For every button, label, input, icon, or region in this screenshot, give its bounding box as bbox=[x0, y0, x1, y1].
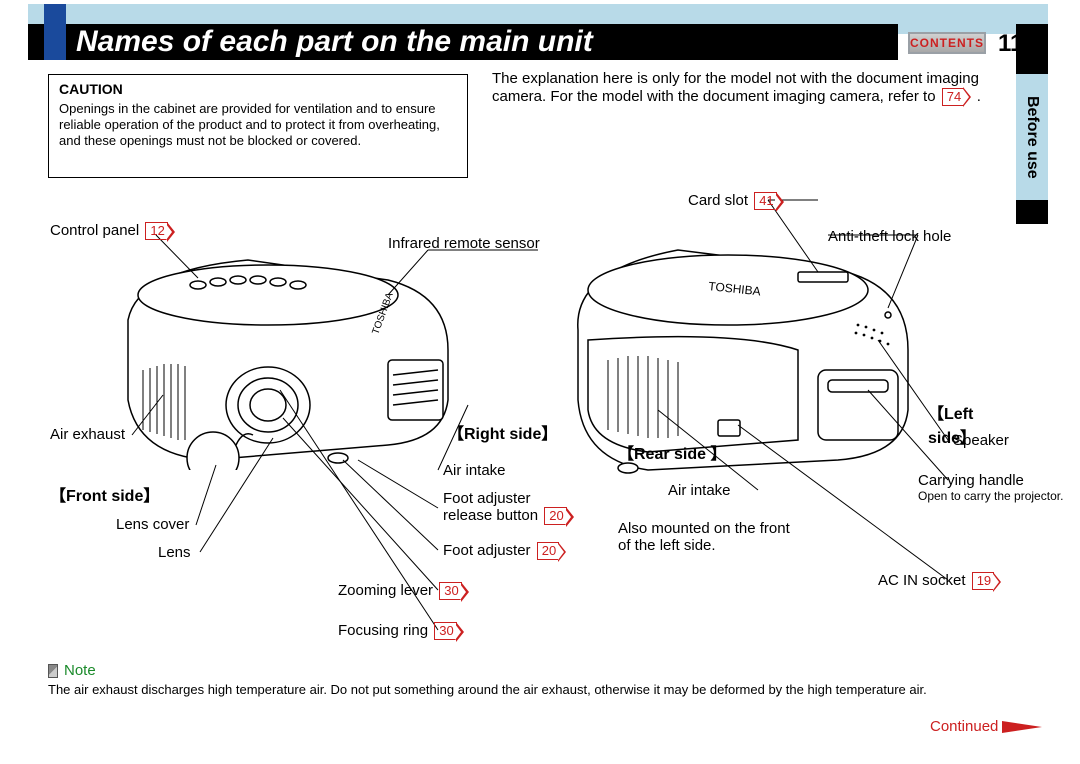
page-ref-30b[interactable]: 30 bbox=[434, 622, 456, 640]
label-foot-release: Foot adjuster release button 20 bbox=[443, 490, 567, 525]
caution-title: CAUTION bbox=[59, 81, 457, 99]
label-foot-adjuster: Foot adjuster 20 bbox=[443, 542, 559, 560]
label-anti-theft: Anti-theft lock hole bbox=[828, 228, 951, 245]
page-ref-30a[interactable]: 30 bbox=[439, 582, 461, 600]
label-card-slot: Card slot 41 bbox=[688, 192, 777, 210]
label-focusing: Focusing ring 30 bbox=[338, 622, 457, 640]
explanation-text: The explanation here is only for the mod… bbox=[492, 70, 992, 106]
page-ref-20b[interactable]: 20 bbox=[537, 542, 559, 560]
label-air-exhaust: Air exhaust bbox=[50, 426, 125, 443]
explain-b: . bbox=[977, 88, 981, 105]
label-lens: Lens bbox=[158, 544, 191, 561]
note-row: Note bbox=[48, 662, 96, 679]
label-air-intake-rear: Air intake bbox=[668, 482, 731, 499]
side-tab: Before use bbox=[1016, 74, 1048, 200]
section-front: 【Front side】 bbox=[50, 482, 159, 506]
section-rear: 【Rear side 】 bbox=[618, 440, 727, 464]
blue-corner-chip bbox=[44, 4, 66, 60]
label-control-panel: Control panel 12 bbox=[50, 222, 168, 240]
section-right: 【Right side】 bbox=[448, 420, 557, 444]
projector-front-illustration: TOSHIBA bbox=[88, 240, 468, 470]
label-air-intake-r: Air intake bbox=[443, 462, 506, 479]
label-also-mounted: Also mounted on the front of the left si… bbox=[618, 520, 790, 555]
label-lens-cover: Lens cover bbox=[116, 516, 189, 533]
projector-rear-illustration: TOSHIBA bbox=[538, 220, 938, 480]
page-ref-41[interactable]: 41 bbox=[754, 192, 776, 210]
title-banner: Names of each part on the main unit bbox=[28, 24, 898, 60]
page-ref-19[interactable]: 19 bbox=[972, 572, 994, 590]
note-word: Note bbox=[64, 662, 96, 679]
continued-indicator: Continued bbox=[930, 718, 1042, 735]
label-zooming: Zooming lever 30 bbox=[338, 582, 462, 600]
label-carrying-sub: Open to carry the projector. bbox=[918, 490, 1063, 504]
explain-a: The explanation here is only for the mod… bbox=[492, 70, 979, 105]
page-ref-20a[interactable]: 20 bbox=[544, 507, 566, 525]
diagram-area: TOSHIBA TOSH bbox=[48, 190, 1008, 650]
contents-button[interactable]: CONTENTS bbox=[908, 32, 986, 54]
continued-label: Continued bbox=[930, 718, 998, 735]
continued-arrow-icon bbox=[1002, 721, 1042, 733]
caution-body: Openings in the cabinet are provided for… bbox=[59, 101, 457, 150]
page-ref-12[interactable]: 12 bbox=[145, 222, 167, 240]
contents-label: CONTENTS bbox=[910, 36, 984, 50]
caution-box: CAUTION Openings in the cabinet are prov… bbox=[48, 74, 468, 178]
label-infrared: Infrared remote sensor bbox=[388, 235, 540, 252]
note-text: The air exhaust discharges high temperat… bbox=[48, 682, 1048, 697]
page-ref-74[interactable]: 74 bbox=[942, 88, 964, 106]
note-icon bbox=[48, 664, 58, 678]
page-title: Names of each part on the main unit bbox=[76, 25, 593, 59]
label-speaker: Speaker bbox=[953, 432, 1009, 449]
page-number: 11 bbox=[998, 30, 1023, 58]
side-tab-label: Before use bbox=[1023, 96, 1041, 179]
label-carrying: Carrying handle bbox=[918, 472, 1024, 489]
label-ac-in: AC IN socket 19 bbox=[878, 572, 994, 590]
